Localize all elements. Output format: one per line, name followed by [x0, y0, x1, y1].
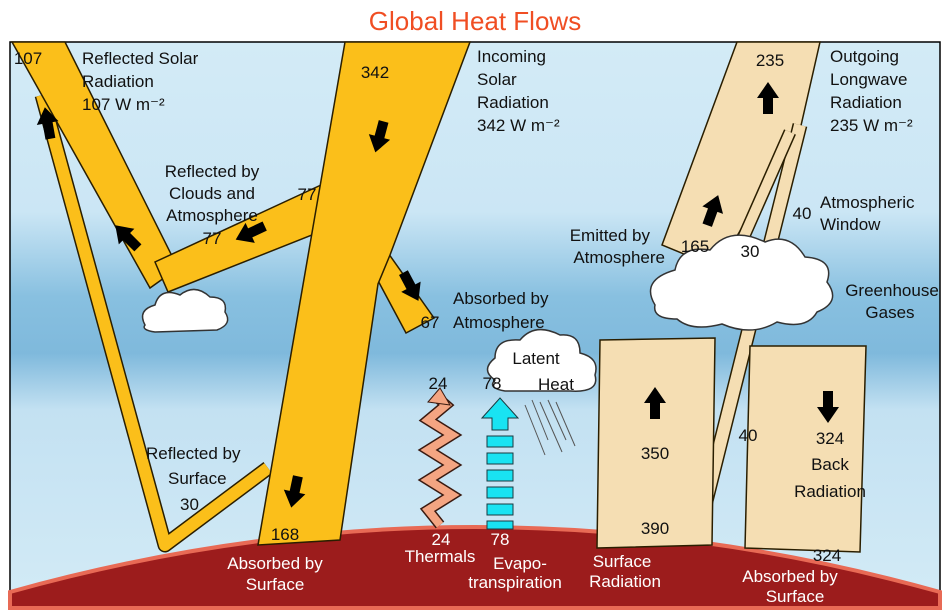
value: 168: [271, 525, 299, 544]
caption: Heat: [538, 375, 574, 394]
surface-radiation-band: [597, 338, 715, 548]
value: 107: [14, 49, 42, 68]
caption: Gases: [865, 303, 914, 322]
caption: Radiation: [794, 482, 866, 501]
caption: Atmospheric: [820, 193, 915, 212]
caption: Solar: [477, 70, 517, 89]
caption: Evapo-: [493, 554, 547, 573]
value: 324: [813, 546, 841, 565]
back-radiation-band: [745, 346, 866, 552]
value: 324: [816, 429, 844, 448]
caption: Atmosphere: [453, 313, 545, 332]
caption: Surface: [246, 575, 305, 594]
caption: Surface: [766, 587, 825, 606]
value: 40: [739, 426, 758, 445]
caption: 235 W m⁻²: [830, 116, 913, 135]
value: 390: [641, 519, 669, 538]
caption: Reflected by: [146, 444, 241, 463]
caption: Incoming: [477, 47, 546, 66]
evapotranspiration-arrow: [482, 398, 518, 529]
caption: 77: [203, 229, 222, 248]
caption: 107 W m⁻²: [82, 95, 165, 114]
caption: Radiation: [477, 93, 549, 112]
caption: transpiration: [468, 573, 562, 592]
caption: Absorbed by: [742, 567, 838, 586]
caption: Reflected Solar: [82, 49, 199, 68]
value: 67: [421, 313, 440, 332]
value: 235: [756, 51, 784, 70]
caption: Window: [820, 215, 881, 234]
caption: Longwave: [830, 70, 908, 89]
caption: Reflected by: [165, 162, 260, 181]
diagram: Global Heat Flows: [0, 0, 945, 613]
caption: Absorbed by: [453, 289, 549, 308]
caption: Surface: [593, 552, 652, 571]
value: 165: [681, 237, 709, 256]
caption: Surface: [168, 469, 227, 488]
value: 24: [429, 374, 448, 393]
value: 30: [741, 242, 760, 261]
caption: Radiation: [830, 93, 902, 112]
caption: Latent: [512, 349, 560, 368]
value: 78: [483, 374, 502, 393]
caption: Atmosphere: [573, 248, 665, 267]
caption: Absorbed by: [227, 554, 323, 573]
value: 342: [361, 63, 389, 82]
title: Global Heat Flows: [369, 6, 581, 36]
caption: Thermals: [405, 547, 476, 566]
value: 78: [491, 530, 510, 549]
value: 77: [298, 185, 317, 204]
value: 40: [793, 204, 812, 223]
caption: Greenhouse: [845, 281, 939, 300]
caption: Back: [811, 455, 849, 474]
caption: Radiation: [589, 572, 661, 591]
caption: Clouds and: [169, 184, 255, 203]
value: 350: [641, 444, 669, 463]
caption: Atmosphere: [166, 206, 258, 225]
caption: Outgoing: [830, 47, 899, 66]
caption: Emitted by: [570, 226, 651, 245]
caption: Radiation: [82, 72, 154, 91]
caption: 30: [180, 495, 199, 514]
caption: 342 W m⁻²: [477, 116, 560, 135]
